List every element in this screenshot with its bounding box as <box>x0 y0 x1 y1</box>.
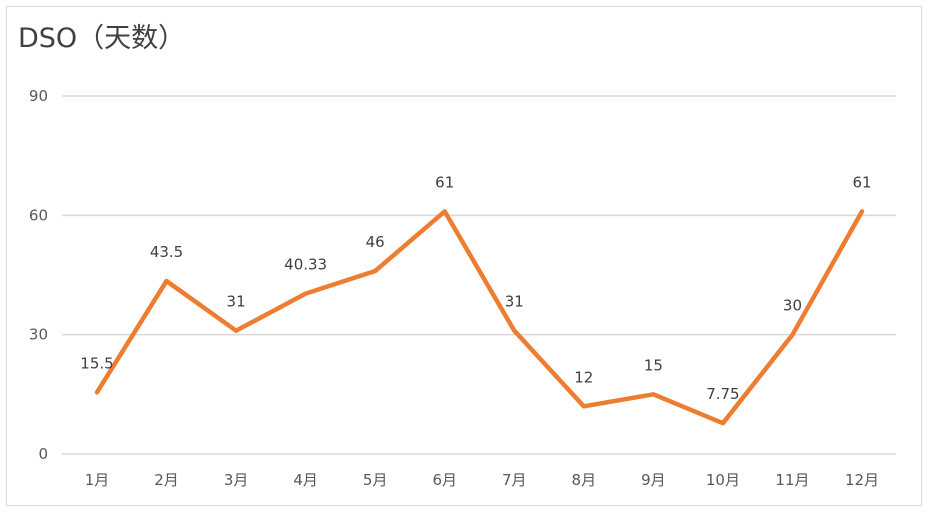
x-tick-label: 7月 <box>502 471 527 489</box>
x-tick-label: 1月 <box>85 471 110 489</box>
series-group <box>94 209 865 426</box>
x-tick-label: 5月 <box>363 471 388 489</box>
x-tick-label: 12月 <box>845 471 879 489</box>
chart-title: DSO（天数） <box>18 23 186 54</box>
data-label: 61 <box>435 173 454 191</box>
data-labels: 15.5 43.5 31 40.33 46 61 31 12 15 7.75 30 61 <box>80 173 871 403</box>
y-axis-ticks: 0 30 60 90 <box>29 87 48 463</box>
data-label: 31 <box>505 293 524 311</box>
x-tick-label: 6月 <box>432 471 457 489</box>
x-tick-label: 2月 <box>154 471 179 489</box>
x-axis-ticks: 1月 2月 3月 4月 5月 6月 7月 8月 9月 10月 11月 12月 <box>85 471 879 489</box>
data-label: 12 <box>574 368 593 386</box>
data-label: 61 <box>852 173 871 191</box>
chart-frame <box>6 6 922 506</box>
y-tick-label: 30 <box>29 326 48 344</box>
series-line <box>94 209 865 426</box>
data-label: 40.33 <box>284 256 327 274</box>
x-tick-label: 9月 <box>641 471 666 489</box>
y-tick-label: 90 <box>29 87 48 105</box>
x-tick-label: 8月 <box>572 471 597 489</box>
x-tick-label: 10月 <box>706 471 740 489</box>
data-label: 31 <box>227 293 246 311</box>
data-label: 7.75 <box>706 385 739 403</box>
data-label: 46 <box>366 233 385 251</box>
x-tick-label: 4月 <box>293 471 318 489</box>
y-tick-label: 60 <box>29 206 48 224</box>
gridlines <box>62 95 896 455</box>
data-label: 15.5 <box>80 354 113 372</box>
x-tick-label: 3月 <box>224 471 249 489</box>
x-tick-label: 11月 <box>775 471 809 489</box>
y-tick-label: 0 <box>38 445 48 463</box>
data-label: 43.5 <box>150 243 183 261</box>
data-label: 15 <box>644 356 663 374</box>
data-label: 30 <box>783 297 802 315</box>
